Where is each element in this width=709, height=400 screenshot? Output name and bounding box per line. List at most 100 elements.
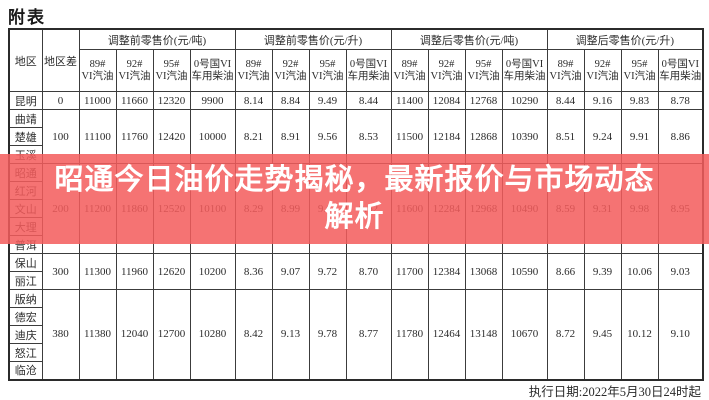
region-cell: 迪庆 [8, 325, 43, 344]
price-cell: 9.78 [308, 289, 347, 380]
price-cell: 8.36 [234, 253, 273, 290]
price-cell: 8.44 [345, 91, 392, 110]
price-cell: 9.07 [271, 253, 310, 290]
price-cell: 12700 [152, 289, 191, 380]
product-header: 89# VI汽油 [234, 49, 273, 92]
product-header: 89# VI汽油 [546, 49, 585, 92]
product-header: 95# VI汽油 [464, 49, 503, 92]
price-cell: 9.03 [657, 253, 704, 290]
price-cell: 8.72 [546, 289, 585, 380]
product-header: 95# VI汽油 [152, 49, 191, 92]
price-cell: 12084 [427, 91, 466, 110]
table-row: 保山 300 11300 11960 12620 10200 8.36 9.07 9.72 8.7… [8, 253, 704, 290]
table-header-row-products: 89# VI汽油 92# VI汽油 95# VI汽油 0号国VI 车用柴油 89# VI汽油 92#… [9, 49, 704, 92]
price-cell: 9.39 [583, 253, 622, 290]
price-cell: 12384 [427, 253, 466, 290]
price-cell: 9.10 [657, 289, 704, 380]
table-row: 楚雄 [8, 127, 703, 146]
table-header-row-groups: 地区 地区差 调整前零售价(元/吨) 调整前零售价(元/升) 调整后零售价(元/… [8, 28, 704, 92]
price-cell: 11400 [390, 91, 429, 110]
price-cell: 12620 [152, 253, 191, 290]
region-cell: 楚雄 [8, 127, 43, 146]
product-header: 89# VI汽油 [78, 49, 117, 92]
product-header: 92# VI汽油 [583, 49, 622, 92]
region-cell: 昆明 [8, 91, 43, 110]
table-row: 曲靖 100 11100 11760 12420 10000 8.21 8.91 9.56 8.5… [8, 109, 704, 164]
product-header: 0号国VI 车用柴油 [189, 49, 236, 92]
region-cell: 临沧 [8, 361, 43, 380]
banner-title: 昭通今日油价走势揭秘，最新报价与市场动态 解析 [54, 162, 654, 236]
price-cell: 11960 [115, 253, 154, 290]
table-row: 丽江 [8, 271, 703, 290]
price-cell: 11780 [390, 289, 429, 380]
price-cell: 10280 [189, 289, 236, 380]
region-diff-cell: 300 [41, 253, 80, 290]
price-cell: 11300 [78, 253, 117, 290]
col-header-region-diff: 地区差 [41, 28, 80, 92]
price-cell: 9.72 [308, 253, 347, 290]
region-cell: 怒江 [8, 343, 43, 362]
product-header: 95# VI汽油 [620, 49, 659, 92]
price-cell: 8.66 [546, 253, 585, 290]
price-cell: 13148 [464, 289, 503, 380]
col-header-region: 地区 [8, 28, 43, 92]
price-cell: 9.16 [583, 91, 622, 110]
price-cell: 8.44 [546, 91, 585, 110]
product-header: 92# VI汽油 [427, 49, 466, 92]
table-row: 迪庆 [8, 325, 703, 344]
product-header: 0号国VI 车用柴油 [501, 49, 548, 92]
product-header: 92# VI汽油 [271, 49, 310, 92]
table-row: 昆明 0 11000 11660 12320 9900 8.14 8.84 9.49 8.44 11… [8, 91, 704, 110]
product-header: 92# VI汽油 [115, 49, 154, 92]
table-row: 版纳 380 11380 12040 12700 10280 8.42 9.13 9.78 8.7… [8, 289, 704, 380]
overlay-banner: 昭通今日油价走势揭秘，最新报价与市场动态 解析 [0, 154, 709, 244]
region-cell: 德宏 [8, 307, 43, 326]
region-cell: 版纳 [8, 289, 43, 308]
banner-title-line2: 解析 [324, 201, 385, 233]
price-cell: 8.14 [234, 91, 273, 110]
price-cell: 10200 [189, 253, 236, 290]
price-cell: 11380 [78, 289, 117, 380]
price-cell: 11000 [78, 91, 117, 110]
table-row: 临沧 [8, 361, 703, 380]
price-cell: 8.84 [271, 91, 310, 110]
group-header-pre-adjust-ton: 调整前零售价(元/吨) [78, 28, 236, 50]
region-cell: 保山 [8, 253, 43, 272]
price-cell: 10290 [501, 91, 548, 110]
region-diff-cell: 0 [41, 91, 80, 110]
price-cell: 8.42 [234, 289, 273, 380]
price-cell: 9.45 [583, 289, 622, 380]
price-cell: 13068 [464, 253, 503, 290]
banner-title-line1: 昭通今日油价走势揭秘，最新报价与市场动态 [54, 164, 655, 196]
price-cell: 9.83 [620, 91, 659, 110]
price-cell: 10590 [501, 253, 548, 290]
group-header-post-adjust-ton: 调整后零售价(元/吨) [390, 28, 548, 50]
execution-date: 执行日期:2022年5月30日24时起 [528, 385, 701, 399]
price-cell: 9.13 [271, 289, 310, 380]
price-cell: 8.78 [657, 91, 704, 110]
price-cell: 12464 [427, 289, 466, 380]
product-header: 95# VI汽油 [308, 49, 347, 92]
product-header: 89# VI汽油 [390, 49, 429, 92]
page-title: 附表 [8, 8, 46, 27]
price-cell: 11700 [390, 253, 429, 290]
price-cell: 8.77 [345, 289, 392, 380]
price-cell: 10.06 [620, 253, 659, 290]
region-cell: 丽江 [8, 271, 43, 290]
region-diff-cell: 380 [41, 289, 80, 380]
table-row: 怒江 [8, 343, 703, 362]
price-cell: 10.12 [620, 289, 659, 380]
product-header: 0号国VI 车用柴油 [657, 49, 704, 92]
price-cell: 8.70 [345, 253, 392, 290]
region-cell: 曲靖 [8, 109, 43, 128]
table-row: 德宏 [8, 307, 703, 326]
price-cell: 12768 [464, 91, 503, 110]
price-cell: 9.49 [308, 91, 347, 110]
price-cell: 12320 [152, 91, 191, 110]
group-header-pre-adjust-liter: 调整前零售价(元/升) [234, 28, 392, 50]
product-header: 0号国VI 车用柴油 [345, 49, 392, 92]
price-cell: 12040 [115, 289, 154, 380]
price-cell: 9900 [189, 91, 236, 110]
price-cell: 10670 [501, 289, 548, 380]
